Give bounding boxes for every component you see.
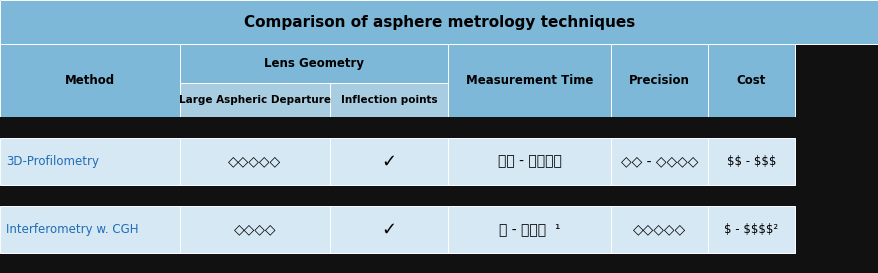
- Bar: [610, 138, 707, 185]
- Text: ✓: ✓: [381, 153, 396, 171]
- Bar: [0, 44, 180, 117]
- Text: ◇◇ - ◇◇◇◇: ◇◇ - ◇◇◇◇: [620, 155, 697, 169]
- Bar: [180, 83, 329, 117]
- Bar: [329, 206, 448, 253]
- Bar: [0, 0, 878, 44]
- Text: $$ - $$$: $$ - $$$: [726, 155, 775, 168]
- Text: Inflection points: Inflection points: [341, 95, 436, 105]
- Bar: [0, 206, 180, 253]
- Text: Method: Method: [65, 74, 115, 87]
- Text: $ - $$$$²: $ - $$$$²: [723, 223, 778, 236]
- Bar: [180, 206, 329, 253]
- Text: Large Aspheric Departure: Large Aspheric Departure: [179, 95, 330, 105]
- Bar: [180, 138, 329, 185]
- Bar: [610, 206, 707, 253]
- Bar: [0, 138, 180, 185]
- Text: Precision: Precision: [628, 74, 689, 87]
- Bar: [448, 138, 610, 185]
- Bar: [448, 206, 610, 253]
- Bar: [0, 185, 878, 206]
- Bar: [329, 138, 448, 185]
- Text: ✓: ✓: [381, 221, 396, 239]
- Text: Comparison of asphere metrology techniques: Comparison of asphere metrology techniqu…: [243, 14, 635, 29]
- Bar: [180, 44, 448, 83]
- Text: 3D-Profilometry: 3D-Profilometry: [6, 155, 99, 168]
- Text: ◇◇◇◇◇: ◇◇◇◇◇: [228, 155, 281, 169]
- Bar: [0, 253, 878, 273]
- Text: ⧖⧖ - ⧖⧖⧖⧖: ⧖⧖ - ⧖⧖⧖⧖: [497, 155, 561, 169]
- Bar: [448, 44, 610, 117]
- Text: ⧖ - ⧖⧖⧖  ¹: ⧖ - ⧖⧖⧖ ¹: [499, 222, 559, 237]
- Text: Measurement Time: Measurement Time: [465, 74, 593, 87]
- Text: ◇◇◇◇◇: ◇◇◇◇◇: [632, 222, 685, 237]
- Bar: [707, 44, 795, 117]
- Bar: [707, 206, 795, 253]
- Text: Cost: Cost: [736, 74, 766, 87]
- Bar: [329, 83, 448, 117]
- Text: Lens Geometry: Lens Geometry: [264, 57, 363, 70]
- Bar: [610, 44, 707, 117]
- Bar: [0, 117, 878, 138]
- Bar: [707, 138, 795, 185]
- Text: Interferometry w. CGH: Interferometry w. CGH: [6, 223, 139, 236]
- Text: ◇◇◇◇: ◇◇◇◇: [234, 222, 276, 237]
